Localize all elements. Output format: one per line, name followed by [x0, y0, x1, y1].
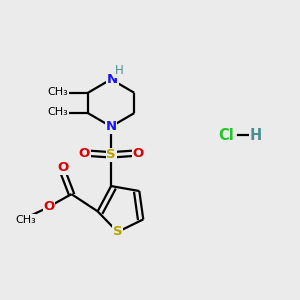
Text: S: S — [113, 226, 122, 238]
Text: N: N — [106, 120, 117, 133]
Text: H: H — [249, 128, 262, 142]
Text: O: O — [57, 161, 68, 175]
Text: CH₃: CH₃ — [15, 215, 36, 225]
Text: O: O — [79, 147, 90, 160]
Text: S: S — [106, 148, 116, 161]
Text: O: O — [44, 200, 55, 213]
Text: CH₃: CH₃ — [48, 107, 68, 118]
Text: O: O — [132, 147, 143, 160]
Text: N: N — [107, 73, 118, 86]
Text: CH₃: CH₃ — [48, 87, 68, 97]
Text: H: H — [115, 64, 124, 77]
Text: Cl: Cl — [218, 128, 234, 142]
